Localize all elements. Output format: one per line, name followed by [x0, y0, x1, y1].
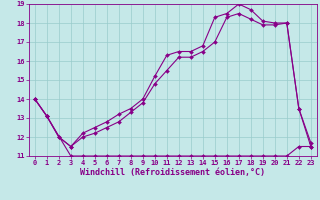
- X-axis label: Windchill (Refroidissement éolien,°C): Windchill (Refroidissement éolien,°C): [80, 168, 265, 177]
